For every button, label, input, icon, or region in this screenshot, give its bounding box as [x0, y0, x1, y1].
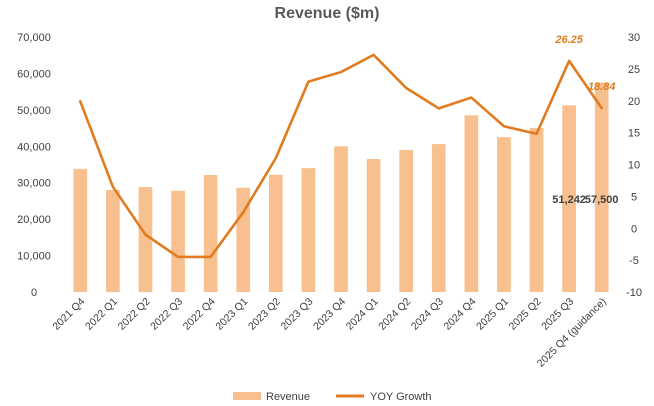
- left-axis-tick-label: 70,000: [17, 32, 51, 44]
- category-label: 2024 Q1: [344, 296, 381, 333]
- left-axis-tick-label: 50,000: [17, 105, 51, 117]
- category-label: 2024 Q4: [441, 296, 478, 333]
- revenue-bar: [73, 168, 88, 292]
- revenue-bar: [594, 82, 609, 293]
- right-axis-tick-label: -5: [629, 255, 639, 267]
- revenue-bar: [171, 190, 185, 292]
- revenue-bar: [366, 159, 381, 292]
- left-axis-tick-label: 20,000: [17, 214, 51, 226]
- category-label: 2023 Q3: [279, 296, 316, 333]
- left-axis-tick-label: 30,000: [17, 178, 51, 190]
- category-label: 2024 Q3: [409, 296, 446, 333]
- chart-title: Revenue ($m): [275, 5, 380, 22]
- legend-swatch-revenue: [233, 392, 261, 400]
- category-label: 2023 Q4: [311, 296, 348, 333]
- category-label: 2022 Q2: [116, 296, 153, 333]
- category-label: 2025 Q1: [474, 296, 511, 333]
- right-axis-tick-label: 25: [628, 64, 640, 76]
- right-axis-tick-label: 0: [631, 223, 637, 235]
- right-axis-tick-label: 20: [628, 96, 640, 108]
- left-axis-tick-label: 40,000: [17, 141, 51, 153]
- right-axis-tick-label: 30: [628, 32, 640, 44]
- left-axis-tick-label: 60,000: [17, 68, 51, 80]
- growth-data-label: 18.84: [588, 81, 616, 93]
- growth-data-label: 26.25: [554, 34, 583, 46]
- revenue-data-label: 51,242: [552, 194, 586, 206]
- revenue-bar: [562, 105, 576, 292]
- revenue-bar: [138, 187, 153, 292]
- category-label: 2024 Q2: [376, 296, 413, 333]
- category-label: 2023 Q1: [213, 296, 250, 333]
- revenue-bar: [203, 175, 218, 292]
- left-axis-tick-label: 0: [31, 287, 37, 299]
- category-label: 2022 Q1: [83, 296, 120, 333]
- category-label: 2021 Q4: [50, 296, 87, 333]
- revenue-bar: [399, 149, 414, 292]
- right-axis-tick-label: -10: [626, 287, 642, 299]
- revenue-bar: [431, 144, 446, 292]
- right-axis-tick-label: 5: [631, 191, 637, 203]
- revenue-bar: [268, 174, 283, 292]
- revenue-data-label: 57,500: [585, 194, 619, 206]
- revenue-bar: [497, 137, 511, 292]
- category-label: 2022 Q3: [148, 296, 185, 333]
- category-label: 2023 Q2: [246, 296, 283, 333]
- revenue-bar: [464, 115, 479, 292]
- left-axis-tick-label: 10,000: [17, 251, 51, 263]
- legend-label-revenue: Revenue: [266, 391, 310, 403]
- revenue-bar: [529, 128, 544, 292]
- revenue-bar: [106, 190, 120, 292]
- revenue-bar: [301, 168, 316, 292]
- revenue-bar: [236, 187, 251, 292]
- yoy-growth-line: [78, 53, 604, 259]
- revenue-bar: [334, 146, 348, 292]
- legend-label-yoy-growth: YOY Growth: [370, 391, 432, 403]
- category-label: 2025 Q2: [507, 296, 544, 333]
- right-axis-tick-label: 10: [628, 160, 640, 172]
- right-axis-tick-label: 15: [628, 128, 640, 140]
- category-label: 2022 Q4: [181, 296, 218, 333]
- legend: Revenue YOY Growth: [233, 391, 432, 403]
